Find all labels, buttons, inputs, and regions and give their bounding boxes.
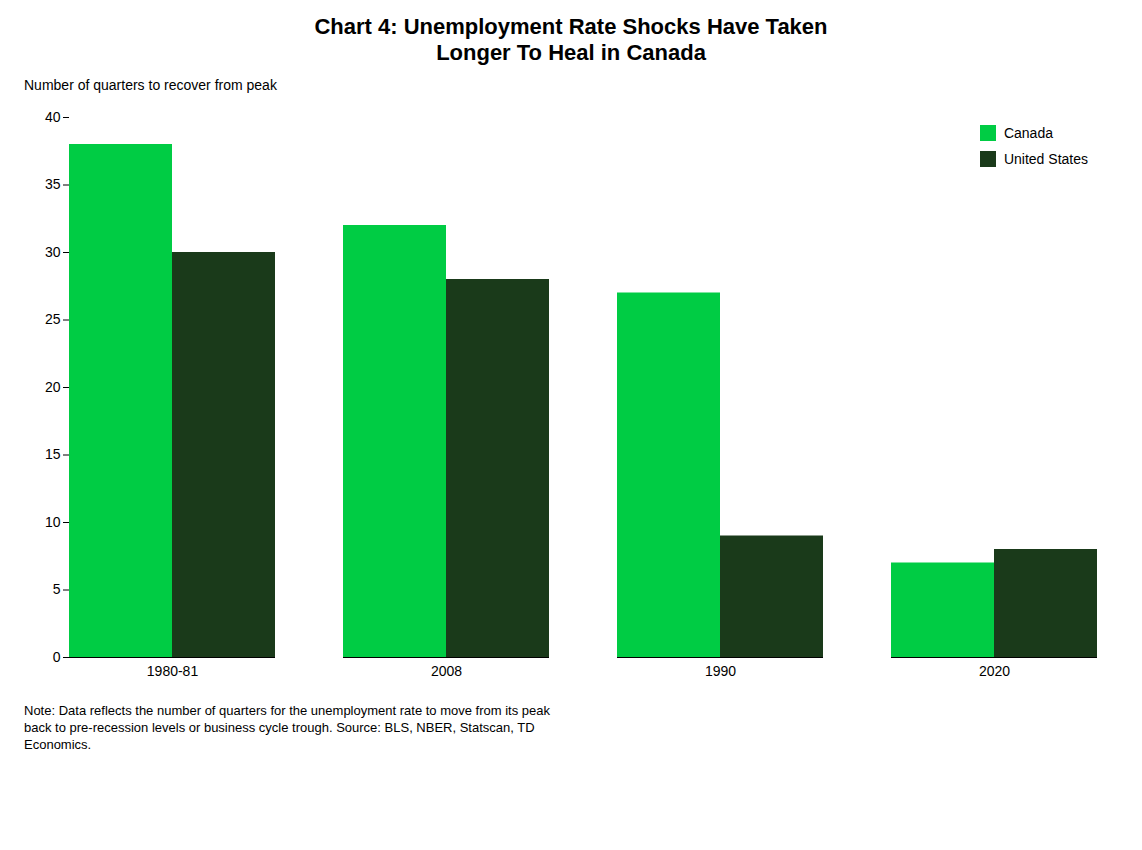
svg-text:1980-81: 1980-81 — [147, 663, 199, 679]
svg-text:0: 0 — [53, 649, 61, 665]
svg-text:2020: 2020 — [979, 663, 1010, 679]
svg-text:25: 25 — [45, 311, 61, 327]
svg-text:35: 35 — [45, 176, 61, 192]
html-text:Chart 4: Unemployment Rate Sho: Chart 4: Unemployment Rate Shocks Have T… — [314, 14, 828, 66]
html-text:Number of quarters to recover: Number of quarters to recover from peak — [24, 76, 277, 93]
svg-text:15: 15 — [45, 446, 61, 462]
svg-text:5: 5 — [53, 581, 61, 597]
svg-text:2008: 2008 — [431, 663, 462, 679]
svg-text:20: 20 — [45, 379, 61, 395]
svg-text:10: 10 — [45, 514, 61, 530]
svg-text:30: 30 — [45, 244, 61, 260]
html-text:Canada: Canada — [1003, 124, 1053, 141]
svg-text:40: 40 — [45, 109, 61, 125]
html-text:Note: Data reflects the number: Note: Data reflects the number of quarte… — [24, 702, 550, 752]
html-text:United States: United States — [1003, 150, 1088, 167]
svg-text:1990: 1990 — [705, 663, 736, 679]
